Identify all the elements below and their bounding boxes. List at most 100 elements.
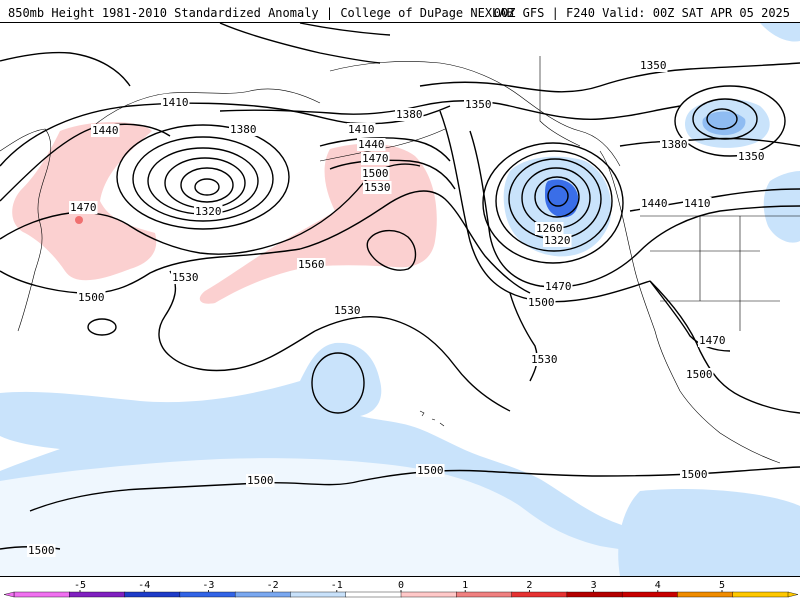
contour-1500-west bbox=[0, 248, 301, 294]
neg-anomaly-east-top bbox=[760, 23, 800, 42]
c1410-a-halo bbox=[161, 96, 190, 109]
c1500-f-halo bbox=[246, 474, 275, 487]
contour-1440-ridge bbox=[319, 137, 451, 162]
colorbar-segment bbox=[621, 591, 679, 598]
contour-1440-west bbox=[0, 123, 171, 202]
contour-small-closed-1 bbox=[87, 318, 117, 336]
colorbar-segment bbox=[400, 591, 457, 598]
coast-west-us bbox=[634, 270, 781, 464]
c1500-d-halo bbox=[685, 368, 714, 381]
colorbar-tick-label: 3 bbox=[591, 580, 597, 591]
hawaii bbox=[419, 410, 445, 427]
colorbar-segment bbox=[69, 591, 126, 598]
c1560-a-halo bbox=[297, 258, 326, 271]
c1470-b-halo bbox=[361, 152, 390, 165]
c1470-d: 1470 bbox=[699, 334, 726, 347]
c1380-c-halo bbox=[660, 138, 689, 151]
contour-1470-east-lower bbox=[649, 280, 731, 352]
coastlines bbox=[0, 56, 800, 464]
coast-asia bbox=[0, 128, 52, 332]
c1380-a: 1380 bbox=[230, 123, 257, 136]
c1440-c: 1440 bbox=[641, 197, 668, 210]
c1440-a-halo bbox=[91, 124, 120, 137]
c1470-b: 1470 bbox=[362, 152, 389, 165]
c1500-g-halo bbox=[680, 468, 709, 481]
c1530-a-halo bbox=[171, 271, 200, 284]
c1500-h-halo bbox=[27, 544, 56, 557]
c1500-a-halo bbox=[77, 291, 106, 304]
c1470-a-halo bbox=[69, 201, 98, 214]
contour-top-2 bbox=[299, 23, 391, 36]
contour-low1-r2 bbox=[180, 167, 234, 203]
c1530-c-halo bbox=[333, 304, 362, 317]
map-header: 850mb Height 1981-2010 Standardized Anom… bbox=[0, 0, 800, 22]
contour-low1-r6 bbox=[116, 124, 290, 230]
map-title: 850mb Height 1981-2010 Standardized Anom… bbox=[8, 6, 514, 20]
map-svg: 1410 1440 1470 1380 1320 1500 1530 1410 … bbox=[0, 23, 800, 576]
c1470-d-halo bbox=[698, 334, 727, 347]
contour-1410-west bbox=[0, 102, 451, 167]
c1350-c: 1350 bbox=[738, 150, 765, 163]
c1530-b: 1530 bbox=[364, 181, 391, 194]
colorbar-segment bbox=[13, 591, 70, 598]
c1440-b: 1440 bbox=[358, 138, 385, 151]
c1530-c: 1530 bbox=[334, 304, 361, 317]
c1500-e: 1500 bbox=[417, 464, 444, 477]
contour-1350-north bbox=[419, 62, 800, 93]
colorbar-segment bbox=[124, 591, 181, 598]
c1440-b-halo bbox=[357, 138, 386, 151]
contour-low3-r3 bbox=[674, 85, 786, 157]
c1350-c-halo bbox=[737, 150, 766, 163]
c1260-a: 1260 bbox=[536, 222, 563, 235]
colorbar-segment bbox=[234, 591, 292, 598]
c1410-a: 1410 bbox=[162, 96, 189, 109]
model-run-info: 00Z GFS | F240 Valid: 00Z SAT APR 05 202… bbox=[493, 6, 790, 20]
colorbar-left-arrow bbox=[3, 591, 15, 598]
colorbar-segment bbox=[511, 591, 568, 598]
c1380-a-halo bbox=[229, 123, 258, 136]
c1320-b-halo bbox=[543, 234, 572, 247]
contour-1560-ridge bbox=[366, 230, 417, 271]
contour-1530-ridge bbox=[314, 316, 511, 412]
contour-low1-r5 bbox=[132, 136, 274, 222]
colorbar-tick-label: -2 bbox=[267, 580, 279, 591]
contour-label-layer: 1410 1440 1470 1380 1320 1500 1530 1410 … bbox=[27, 59, 766, 557]
colorbar-tick-label: -5 bbox=[74, 580, 86, 591]
contour-low1-r1 bbox=[194, 178, 220, 196]
c1500-h: 1500 bbox=[28, 544, 55, 557]
contour-low2-r6 bbox=[482, 142, 624, 264]
c1500-c-halo bbox=[527, 296, 556, 309]
colorbar-segments bbox=[3, 591, 799, 598]
c1410-c-halo bbox=[683, 197, 712, 210]
contour-1500-ridge bbox=[299, 190, 531, 294]
c1500-b-halo bbox=[361, 167, 390, 180]
c1320-a-halo bbox=[194, 205, 223, 218]
c1530-d: 1530 bbox=[531, 353, 558, 366]
c1320-a: 1320 bbox=[195, 205, 222, 218]
contour-1470-east bbox=[469, 130, 800, 288]
c1530-a: 1530 bbox=[172, 271, 199, 284]
pos-anomaly-max-dot bbox=[75, 216, 83, 224]
map-panel: 1410 1440 1470 1380 1320 1500 1530 1410 … bbox=[0, 22, 800, 577]
c1380-b: 1380 bbox=[396, 108, 423, 121]
c1500-g: 1500 bbox=[681, 468, 708, 481]
height-contours bbox=[0, 23, 800, 550]
c1560-a: 1560 bbox=[298, 258, 325, 271]
colorbar-segment bbox=[345, 591, 402, 598]
neg-anomaly-canada-mid bbox=[702, 111, 746, 136]
colorbar-segment bbox=[677, 591, 734, 598]
contour-1380-northeast bbox=[619, 137, 800, 147]
colorbar-tick-label: 1 bbox=[462, 580, 468, 591]
c1500-b: 1500 bbox=[362, 167, 389, 180]
coast-alaska bbox=[329, 61, 621, 167]
contour-1380-north bbox=[219, 100, 681, 121]
c1410-b: 1410 bbox=[348, 123, 375, 136]
colorbar-tick-label: 0 bbox=[398, 580, 404, 591]
c1380-c: 1380 bbox=[661, 138, 688, 151]
c1380-b-halo bbox=[395, 108, 424, 121]
colorbar-right-arrow bbox=[787, 591, 799, 598]
contour-1530-east bbox=[509, 292, 538, 382]
colorbar-tick-label: -1 bbox=[331, 580, 343, 591]
contour-1500-east bbox=[439, 110, 651, 303]
c1530-d-halo bbox=[530, 353, 559, 366]
